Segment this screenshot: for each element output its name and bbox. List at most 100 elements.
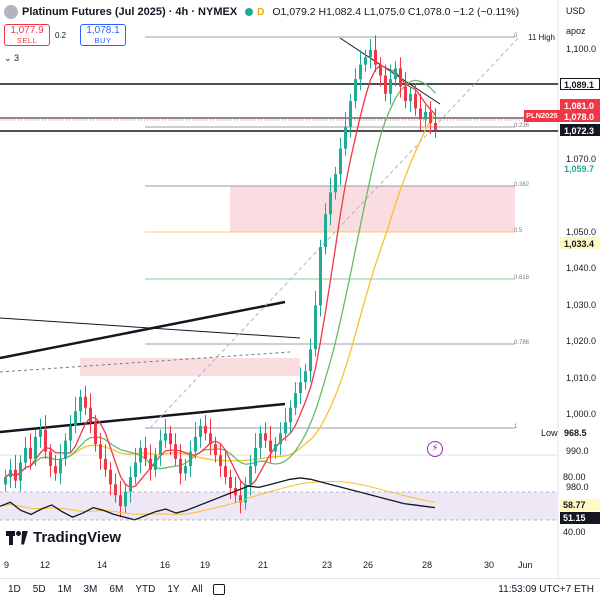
indicator-legend-toggle[interactable]: ⌄ 3: [4, 53, 20, 63]
currency-selector[interactable]: USD: [566, 6, 586, 16]
tradingview-logo: TradingView: [6, 529, 121, 546]
rsi-line[interactable]: [0, 477, 436, 521]
price-tick-label: 1,010.0: [566, 372, 597, 383]
market-open-icon: [245, 8, 254, 16]
price-tag: 1,072.3: [560, 124, 600, 136]
candle-body: [424, 112, 427, 120]
candle-body: [124, 491, 127, 507]
rsi-axis-label: 80.00: [560, 471, 600, 483]
range-button[interactable]: 5D: [32, 584, 46, 595]
symbol-price-tag: PLN2025: [524, 110, 560, 122]
price-tick-label: 1,040.0: [566, 263, 597, 273]
high-label: 11 High: [528, 33, 555, 42]
price-tag: 1,089.1: [560, 78, 600, 90]
moving-average-red[interactable]: [5, 64, 436, 489]
candle-body: [189, 451, 192, 467]
dashed-trendline[interactable]: [149, 35, 521, 429]
candle-body: [259, 433, 262, 448]
candle-body: [219, 455, 222, 467]
clock-readout[interactable]: 11:53:09 UTC+7 ETH: [498, 584, 594, 595]
candle-body: [409, 93, 412, 102]
candle-body: [229, 477, 232, 488]
range-button[interactable]: 1Y: [167, 584, 180, 595]
candle-body: [19, 462, 22, 481]
candle-body: [309, 349, 312, 372]
range-button[interactable]: All: [191, 584, 203, 595]
candle-body: [419, 108, 422, 120]
candle-body: [434, 123, 437, 131]
rsi-band: [0, 492, 558, 520]
candle-body: [374, 50, 377, 65]
candle-body: [119, 495, 122, 507]
candle-body: [39, 429, 42, 437]
tradingview-mark-icon: [6, 530, 28, 545]
candle-body: [139, 447, 142, 463]
symbol-logo-icon[interactable]: [4, 5, 18, 19]
symbol-title[interactable]: Platinum Futures (Jul 2025) · 4h · NYMEX: [22, 6, 238, 18]
candle-body: [334, 174, 337, 193]
candle-body: [324, 214, 327, 248]
range-button[interactable]: YTD: [135, 584, 156, 595]
candle-body: [329, 192, 332, 215]
candle-body: [84, 396, 87, 408]
rsi-signal-line[interactable]: [0, 480, 436, 515]
fib-level-label: 0.236: [514, 123, 530, 129]
lightning-icon[interactable]: ⚡: [427, 441, 443, 457]
range-button[interactable]: 3M: [83, 584, 98, 595]
brand-name: TradingView: [33, 529, 122, 546]
supply-zone: [230, 186, 515, 232]
fib-level-label: 0: [514, 33, 518, 39]
sell-button[interactable]: 1,077.9 SELL: [4, 24, 50, 46]
fib-level-label: 0.5: [514, 228, 523, 234]
price-tick-label: 1,020.0: [566, 336, 597, 346]
channel-mid-line[interactable]: [0, 317, 301, 339]
candle-body: [154, 455, 157, 470]
range-button[interactable]: 6M: [109, 584, 124, 595]
time-axis-label: 30: [484, 560, 495, 570]
candle-body: [249, 466, 252, 485]
channel-lower-line[interactable]: [0, 402, 286, 434]
candle-body: [179, 458, 182, 474]
fib-level-label: 0.786: [514, 340, 530, 346]
delayed-data-badge[interactable]: D: [257, 6, 265, 18]
fib-level-label: 0.382: [514, 182, 530, 188]
dashed-regression-line[interactable]: [0, 351, 291, 373]
candle-body: [74, 411, 77, 426]
candle-body: [379, 64, 382, 76]
spread-value: 0.2: [55, 31, 67, 40]
range-button[interactable]: 1D: [8, 584, 21, 595]
price-tick-label: 1,100.0: [566, 44, 597, 54]
candle-body: [389, 79, 392, 94]
candle-body: [209, 433, 212, 445]
candle-body: [199, 425, 202, 437]
range-button[interactable]: 1M: [57, 584, 72, 595]
candle-body: [24, 447, 27, 463]
ohlc-readout: O1,079.2 H1,082.4 L1,075.0 C1,078.0 −1.2…: [272, 6, 520, 18]
candle-body: [14, 469, 17, 481]
candle-body: [319, 247, 322, 306]
candle-body: [44, 429, 47, 452]
price-tick-label: 980.0: [566, 482, 589, 492]
channel-upper-line[interactable]: [0, 300, 286, 360]
time-axis-label: Jun: [518, 560, 533, 570]
fib-level-label: 0.618: [514, 275, 530, 281]
candle-body: [204, 425, 207, 434]
candle-body: [304, 371, 307, 383]
candle-body: [394, 68, 397, 80]
time-axis-label: 16: [160, 560, 171, 570]
candle-body: [224, 466, 227, 478]
time-axis-label: 9: [4, 560, 10, 570]
candlestick-series[interactable]: [4, 35, 437, 518]
scale-mode[interactable]: apoz: [566, 26, 586, 36]
candle-body: [264, 433, 267, 441]
chart-header: Platinum Futures (Jul 2025) · 4h · NYMEX…: [0, 0, 560, 24]
candle-body: [239, 495, 242, 503]
calendar-icon[interactable]: [212, 584, 225, 595]
candle-body: [149, 458, 152, 470]
candle-body: [114, 484, 117, 496]
time-axis-label: 19: [200, 560, 211, 570]
candle-body: [64, 440, 67, 459]
buy-button[interactable]: 1,078.1 BUY: [80, 24, 126, 46]
candle-body: [344, 126, 347, 149]
